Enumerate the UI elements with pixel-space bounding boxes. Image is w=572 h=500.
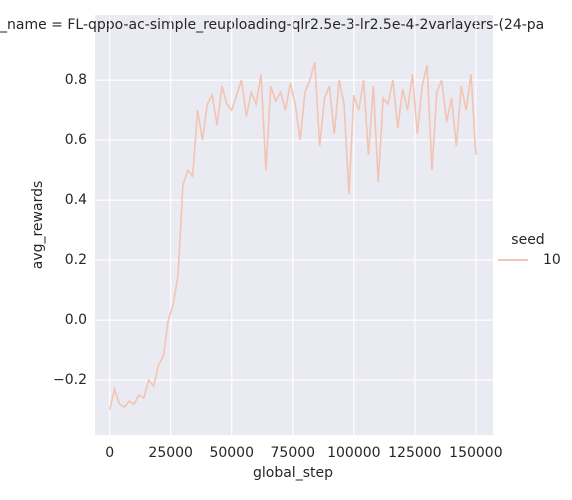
y-tick-label: 0.6 bbox=[65, 132, 87, 148]
y-axis-label: avg_rewards bbox=[30, 181, 46, 270]
x-tick-label: 125000 bbox=[388, 445, 441, 461]
plot-area bbox=[95, 15, 493, 435]
x-tick-label: 25000 bbox=[148, 445, 193, 461]
x-tick-label: 150000 bbox=[449, 445, 502, 461]
y-tick-label: 0.0 bbox=[65, 312, 87, 328]
x-tick-label: 75000 bbox=[271, 445, 316, 461]
y-tick-label: −0.2 bbox=[53, 372, 87, 388]
y-tick-label: 0.8 bbox=[65, 72, 87, 88]
data-line bbox=[108, 61, 477, 411]
x-tick-label: 50000 bbox=[209, 445, 254, 461]
x-tick-label: 0 bbox=[105, 445, 114, 461]
chart-title: _name = FL-qppo-ac-simple_reuploading-ql… bbox=[0, 17, 544, 33]
legend-label: 10 bbox=[543, 252, 561, 268]
y-tick-label: 0.2 bbox=[65, 252, 87, 268]
x-tick-label: 100000 bbox=[327, 445, 380, 461]
x-axis-label: global_step bbox=[253, 465, 333, 481]
legend-title: seed bbox=[511, 232, 544, 248]
y-tick-label: 0.4 bbox=[65, 192, 87, 208]
